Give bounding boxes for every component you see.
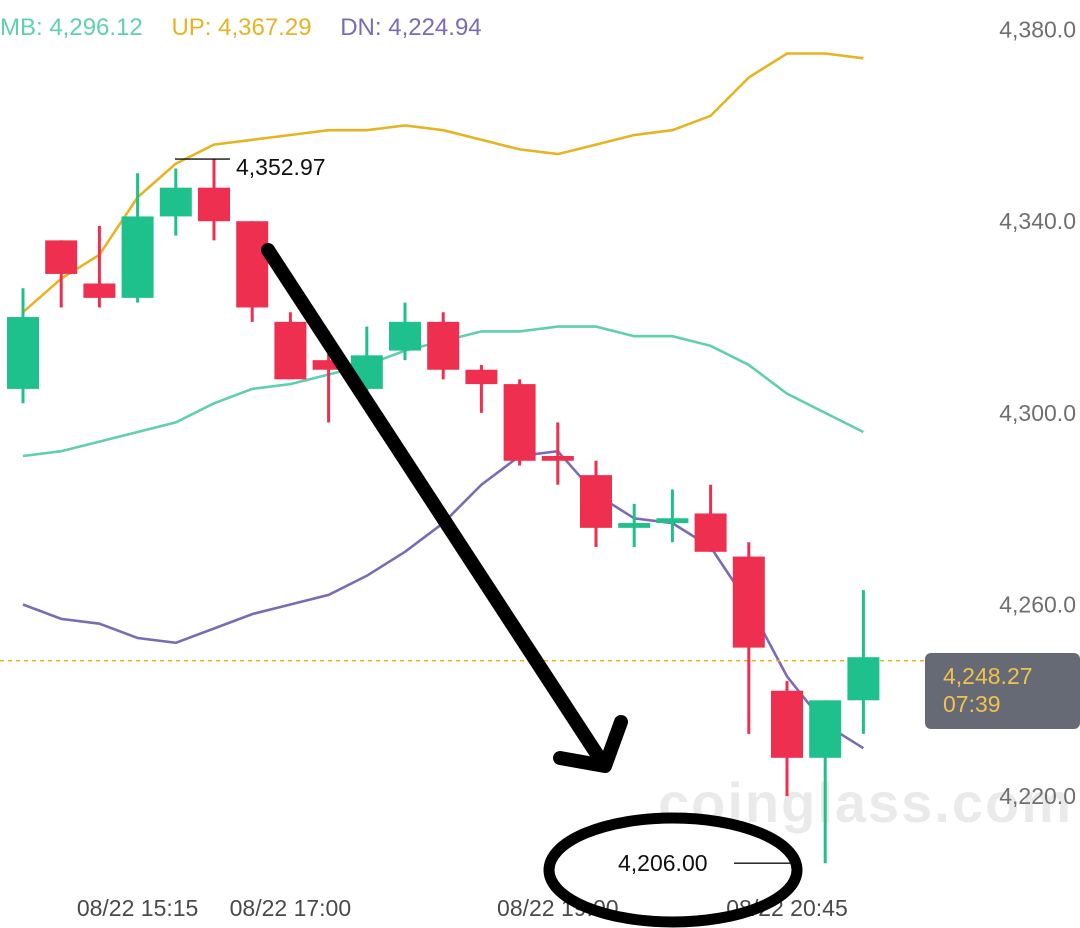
drawn-arrow-head bbox=[553, 715, 628, 773]
current-price-badge: 4,248.27 07:39 bbox=[925, 653, 1080, 729]
candle bbox=[198, 158, 230, 241]
candle-body bbox=[274, 321, 307, 380]
band-line-up bbox=[22, 52, 864, 314]
high-annotation: 4,352.97 bbox=[175, 154, 326, 180]
x-tick-label: 08/22 15:15 bbox=[77, 895, 199, 921]
current-price-value: 4,248.27 bbox=[943, 663, 1033, 689]
candle-body bbox=[45, 240, 78, 274]
candle-body bbox=[503, 384, 536, 461]
candle bbox=[121, 173, 154, 303]
candle bbox=[771, 681, 803, 797]
candle-body bbox=[83, 283, 116, 298]
candle-body bbox=[465, 369, 498, 385]
legend-up: UP: 4,367.29 bbox=[171, 14, 312, 41]
indicator-legend: MB: 4,296.12 UP: 4,367.29 DN: 4,224.94 bbox=[0, 14, 504, 42]
high-price-label: 4,352.97 bbox=[236, 154, 326, 180]
candle bbox=[656, 489, 689, 543]
candle bbox=[274, 312, 307, 380]
candle bbox=[580, 460, 612, 548]
candle bbox=[503, 379, 536, 466]
drawn-arrow-shaft bbox=[261, 243, 609, 769]
candle-body bbox=[771, 690, 803, 758]
y-tick-label: 4,340.0 bbox=[999, 208, 1076, 234]
candle-body bbox=[159, 187, 192, 217]
candle-body bbox=[312, 360, 345, 370]
candle-body bbox=[847, 657, 880, 701]
x-tick-label: 08/22 17:00 bbox=[230, 895, 352, 921]
low-price-label: 4,206.00 bbox=[618, 850, 708, 876]
legend-dn: DN: 4,224.94 bbox=[340, 14, 482, 41]
candle bbox=[45, 240, 78, 308]
candle-body bbox=[7, 317, 39, 389]
y-tick-label: 4,260.0 bbox=[999, 591, 1076, 617]
candle-body bbox=[618, 523, 651, 528]
candle-body bbox=[809, 700, 842, 758]
candle-body bbox=[121, 216, 154, 298]
candle bbox=[694, 484, 727, 552]
candle bbox=[541, 422, 574, 485]
y-tick-label: 4,380.0 bbox=[999, 17, 1076, 43]
candle-body bbox=[656, 518, 689, 524]
candle bbox=[618, 503, 651, 548]
candle-body bbox=[236, 221, 269, 308]
candle-body bbox=[732, 556, 765, 648]
y-axis: 4,220.0 4,260.0 4,300.0 4,340.0 4,380.0 bbox=[999, 17, 1076, 810]
candle bbox=[732, 542, 765, 734]
candle bbox=[809, 700, 842, 864]
candle bbox=[427, 312, 460, 380]
candle bbox=[389, 302, 421, 361]
drawn-circle bbox=[543, 812, 803, 928]
candle-body bbox=[541, 455, 574, 461]
candle-body bbox=[427, 321, 460, 370]
y-tick-label: 4,300.0 bbox=[999, 400, 1076, 426]
candle bbox=[159, 168, 192, 236]
hand-drawn-markup bbox=[261, 243, 803, 928]
candle-body bbox=[580, 475, 612, 528]
candle bbox=[847, 590, 880, 734]
candles bbox=[7, 158, 880, 864]
candle-body bbox=[389, 321, 421, 351]
candle bbox=[236, 221, 269, 322]
candle bbox=[83, 226, 116, 308]
candle bbox=[7, 288, 39, 404]
candle bbox=[465, 364, 498, 413]
candle-body bbox=[694, 513, 727, 552]
candle-countdown: 07:39 bbox=[943, 691, 1001, 717]
legend-mb: MB: 4,296.12 bbox=[0, 14, 143, 41]
y-tick-label: 4,220.0 bbox=[999, 783, 1076, 809]
candle-body bbox=[198, 187, 230, 222]
low-annotation: 4,206.00 bbox=[618, 850, 790, 876]
